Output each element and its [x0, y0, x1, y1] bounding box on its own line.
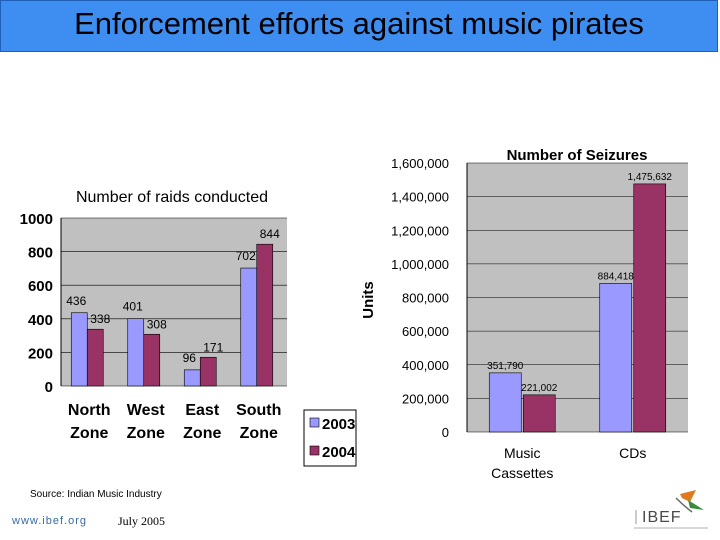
ibef-logo: IBEF [630, 488, 712, 532]
legend-label: 2004 [322, 444, 356, 461]
data-label: 436 [66, 294, 86, 308]
legend-swatch [309, 445, 320, 456]
data-label: 884,418 [598, 271, 635, 282]
y-tick-label: 1,400,000 [391, 190, 449, 205]
bar-2003 [599, 283, 633, 433]
bar-2004 [143, 333, 161, 387]
data-label: 308 [147, 317, 167, 331]
bar-2004 [256, 243, 274, 387]
y-tick-label: 600,000 [402, 324, 449, 339]
y-tick-label: 1,000,000 [391, 257, 449, 272]
data-label: 221,002 [521, 383, 558, 394]
chart-title: Number of Seizures [507, 147, 648, 164]
y-tick-label: 800 [28, 245, 53, 262]
bar-2004 [633, 183, 667, 433]
x-tick-label: Music [504, 445, 541, 461]
x-tick-label: West [127, 402, 166, 419]
logo-text: IBEF [642, 509, 682, 526]
x-tick-label: Zone [240, 425, 278, 442]
data-label: 351,790 [487, 361, 524, 372]
y-tick-label: 0 [442, 425, 449, 440]
logo-mark-icon: IBEF [634, 490, 708, 529]
title-bar [0, 0, 718, 52]
x-tick-label: Zone [183, 425, 221, 442]
y-tick-label: 1000 [20, 211, 53, 228]
x-tick-label: Zone [70, 425, 108, 442]
data-label: 338 [90, 312, 110, 326]
x-tick-label: North [68, 402, 111, 419]
y-tick-label: 200,000 [402, 391, 449, 406]
y-tick-label: 800,000 [402, 291, 449, 306]
chart-title: Number of raids conducted [76, 189, 268, 206]
bar-2003 [488, 372, 522, 433]
x-tick-label: South [236, 402, 281, 419]
legend-swatch [309, 417, 320, 428]
data-label: 702 [236, 249, 256, 263]
y-tick-label: 0 [45, 379, 53, 396]
y-tick-label: 1,200,000 [391, 223, 449, 238]
y-tick-label: 1,600,000 [391, 156, 449, 171]
x-tick-label: Zone [127, 425, 165, 442]
data-label: 401 [123, 300, 143, 314]
data-label: 171 [203, 340, 223, 354]
data-label: 844 [260, 227, 280, 241]
y-tick-label: 400 [28, 312, 53, 329]
y-tick-label: 600 [28, 278, 53, 295]
data-label: 1,475,632 [628, 172, 673, 183]
bar-2004 [86, 328, 104, 387]
y-axis-label: Units [360, 281, 377, 319]
x-tick-label: Cassettes [491, 465, 553, 481]
y-tick-label: 200 [28, 345, 53, 362]
page-title: Enforcement efforts against music pirate… [74, 6, 644, 41]
legend-label: 2003 [322, 416, 355, 433]
bar-2004 [522, 394, 556, 433]
data-label: 96 [183, 351, 197, 365]
bar-2004 [199, 356, 217, 387]
source-note: Source: Indian Music Industry [30, 489, 162, 500]
y-tick-label: 400,000 [402, 358, 449, 373]
site-url[interactable]: www.ibef.org [12, 515, 87, 527]
x-tick-label: East [185, 402, 219, 419]
date-label: July 2005 [118, 514, 166, 528]
x-tick-label: CDs [619, 445, 646, 461]
